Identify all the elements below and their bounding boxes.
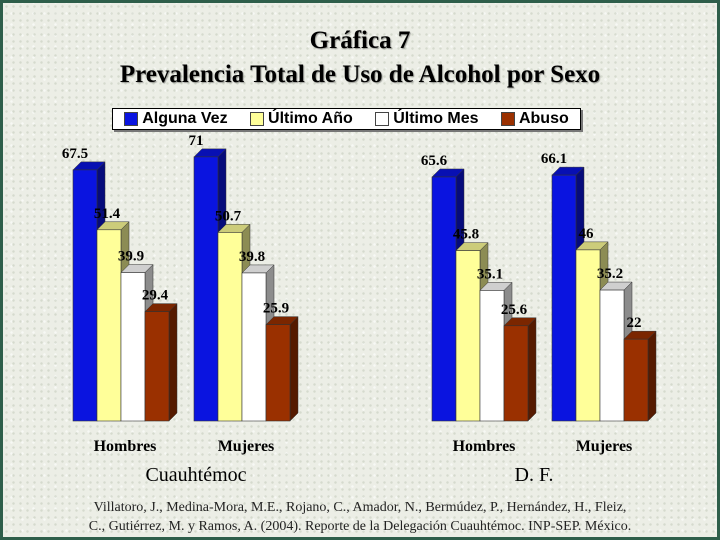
data-label: 25.6 — [501, 302, 528, 318]
chart-subtitle: Prevalencia Total de Uso de Alcohol por … — [119, 61, 601, 88]
legend-swatch — [250, 112, 265, 126]
bar-abuso — [623, 338, 649, 422]
bar-side — [527, 317, 537, 422]
chart-legend: Alguna Vez Último Año Último Mes Abuso — [112, 108, 581, 130]
bar-side — [647, 330, 657, 422]
category-label: Hombres — [453, 438, 516, 455]
data-label: 67.5 — [62, 146, 88, 162]
data-label: 50.7 — [215, 208, 242, 224]
chart-frame: Gráfica 7 Prevalencia Total de Uso de Al… — [3, 3, 717, 537]
legend-item-alguna-vez: Alguna Vez — [124, 110, 228, 128]
data-label: 46 — [579, 226, 595, 242]
bar-ultimo-mes — [599, 289, 625, 422]
source-line-1: Villatoro, J., Medina-Mora, M.E., Rojano… — [93, 500, 627, 515]
bar-chart: 67.5 51.4 39.9 29.4 Hombres 71 50.7 39.8 25.9 Muj… — [62, 133, 657, 486]
bar-side — [168, 303, 178, 422]
data-label: 66.1 — [541, 151, 567, 167]
legend-item-abuso: Abuso — [500, 110, 569, 128]
bar-ultimo-ano — [575, 249, 601, 422]
data-label: 65.6 — [421, 153, 448, 169]
bar-abuso — [265, 324, 291, 422]
data-label: 51.4 — [94, 206, 121, 222]
legend-swatch — [500, 112, 515, 126]
data-label: 39.9 — [118, 249, 144, 265]
bar-abuso — [144, 311, 170, 422]
data-label: 29.4 — [142, 288, 169, 304]
bar-abuso — [503, 325, 529, 422]
data-label: 45.8 — [453, 227, 479, 243]
bar-side — [289, 316, 299, 422]
category-label: Mujeres — [218, 438, 275, 455]
bar-ultimo-mes — [241, 272, 267, 422]
legend-item-ultimo-mes: Último Mes — [375, 110, 479, 128]
category-label: Mujeres — [576, 438, 633, 455]
bar-ultimo-ano — [96, 229, 122, 422]
source-citation: Villatoro, J., Medina-Mora, M.E., Rojano… — [3, 498, 717, 536]
data-label: 39.8 — [239, 249, 265, 265]
category-label: Hombres — [94, 438, 157, 455]
data-label: 22 — [627, 315, 642, 331]
legend-swatch — [124, 112, 139, 126]
data-label: 25.9 — [263, 301, 289, 317]
bar-alguna-vez — [193, 156, 219, 422]
bar-alguna-vez — [431, 176, 457, 422]
bar-ultimo-ano — [455, 250, 481, 422]
bar-ultimo-mes — [479, 290, 505, 422]
bar-ultimo-ano — [217, 232, 243, 422]
chart-title: Gráfica 7 — [309, 27, 411, 54]
bar-ultimo-mes — [120, 272, 146, 422]
group-label: D. F. — [515, 464, 554, 486]
legend-label: Alguna Vez — [142, 110, 228, 127]
source-line-2: C., Gutiérrez, M. y Ramos, A. (2004). Re… — [88, 519, 632, 534]
legend-label: Abuso — [518, 110, 569, 127]
legend-label: Último Año — [268, 110, 353, 127]
legend-item-ultimo-ano: Último Año — [250, 110, 353, 128]
data-label: 71 — [189, 133, 204, 149]
group-label: Cuauhtémoc — [145, 464, 246, 486]
bar-alguna-vez — [551, 174, 577, 422]
legend-label: Último Mes — [393, 110, 479, 127]
legend-swatch — [375, 112, 390, 126]
data-label: 35.2 — [597, 266, 623, 282]
data-label: 35.1 — [477, 266, 503, 282]
